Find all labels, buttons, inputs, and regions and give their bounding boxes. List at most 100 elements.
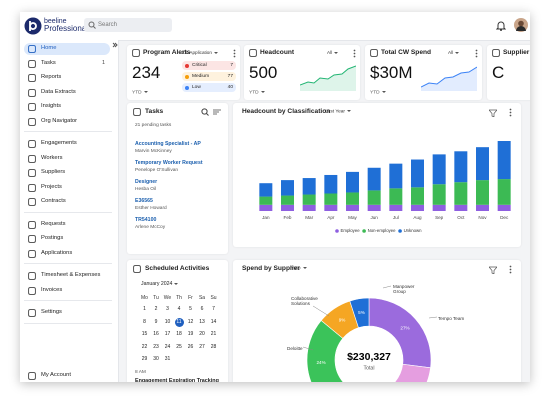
calendar-panel: Scheduled Activities January 2024 Mo Tu We Th… (127, 260, 228, 382)
calendar-day[interactable]: 9 (154, 318, 158, 325)
nav-item[interactable]: Suppliers (24, 167, 110, 179)
icon-shape (133, 108, 141, 116)
search-button[interactable] (201, 108, 209, 116)
calendar-day[interactable]: 28 (210, 343, 217, 350)
nav-item[interactable]: Requests (24, 219, 110, 231)
task-summary: 21 pending tasks (135, 123, 172, 128)
nav-item[interactable]: Applications (24, 248, 110, 260)
search-box[interactable]: Search (84, 18, 172, 32)
kpi-period[interactable]: YTD (370, 90, 386, 96)
icon-shape (28, 45, 36, 53)
collapse-button[interactable] (112, 42, 118, 48)
icon-shape (28, 169, 36, 177)
bar-segment (302, 194, 316, 205)
filter-button[interactable] (489, 109, 497, 117)
nav-item[interactable]: Settings (24, 307, 110, 319)
calendar-day[interactable]: 19 (187, 331, 194, 337)
nav-item[interactable]: Reports (24, 72, 110, 84)
calendar-day[interactable]: 25 (176, 343, 182, 350)
app: beeline Professional Search Home Tasks 1 Re… (20, 12, 530, 382)
calendar-day[interactable]: 5 (189, 306, 192, 312)
calendar-day[interactable]: 17 (164, 331, 171, 337)
calendar-day[interactable]: 11 (176, 318, 182, 325)
calendar-day[interactable]: 8 (143, 318, 146, 325)
nav-item[interactable]: Tasks 1 (24, 58, 110, 70)
task-link[interactable]: Designer (135, 179, 158, 185)
card-filter[interactable]: All (327, 50, 338, 56)
avatar[interactable] (514, 18, 528, 32)
nav-item[interactable]: Home (24, 43, 110, 55)
kpi-period[interactable]: YTD (132, 90, 148, 96)
calendar-day[interactable]: 26 (187, 343, 194, 350)
nav-item[interactable]: Invoices (24, 285, 110, 297)
calendar-day[interactable]: 1 (143, 306, 146, 312)
kpi-card: Program Alerts Job Application 234 YTD Criti… (127, 45, 240, 100)
weekday: Mo (141, 295, 148, 301)
nav-item[interactable]: Workers (24, 153, 110, 165)
notifications[interactable] (496, 20, 506, 31)
x-tick-label: Feb (284, 215, 292, 220)
calendar-day[interactable]: 22 (141, 343, 148, 350)
calendar-day[interactable]: 4 (177, 306, 181, 312)
calendar-day[interactable]: 12 (187, 318, 194, 325)
chart-filter[interactable]: Last Year (325, 109, 351, 115)
calendar-day[interactable]: 20 (199, 331, 205, 337)
more-menu[interactable] (475, 49, 478, 58)
calendar-day[interactable]: 10 (164, 318, 171, 325)
more-menu[interactable] (233, 49, 236, 58)
calendar-day[interactable]: 7 (212, 306, 215, 312)
card-filter[interactable]: Job Application (181, 50, 218, 56)
card-filter[interactable]: All (448, 50, 459, 56)
calendar-day[interactable]: 14 (210, 318, 217, 325)
nav-item[interactable]: Org Navigator (24, 116, 110, 128)
filter-button[interactable] (489, 266, 497, 274)
logo-mark (24, 17, 42, 35)
task-link[interactable]: E36565 (135, 198, 153, 204)
task-link[interactable]: TR54100 (135, 217, 157, 223)
legend-label: Employee (341, 228, 361, 233)
calendar-day[interactable]: 2 (154, 306, 158, 312)
calendar-day[interactable]: 30 (153, 356, 159, 362)
calendar-day[interactable]: 16 (153, 331, 159, 337)
chart-filter[interactable]: YTD (291, 266, 307, 272)
calendar-day[interactable]: 21 (210, 331, 217, 337)
dot (509, 108, 512, 111)
nav-item[interactable]: Data Extracts (24, 87, 110, 99)
nav-item[interactable]: Engagements (24, 138, 110, 150)
calendar-day[interactable]: 29 (141, 356, 148, 362)
more-menu[interactable] (353, 49, 356, 58)
nav-item[interactable]: Insights (24, 101, 110, 113)
leader-line (302, 346, 314, 351)
kpi-value: C (492, 63, 505, 82)
nav-item[interactable]: Contracts (24, 196, 110, 208)
calendar-day[interactable]: 23 (153, 343, 159, 350)
calendar-day[interactable]: 3 (166, 306, 169, 312)
calendar-day[interactable]: 6 (200, 306, 204, 312)
x-tick-label: Sep (435, 215, 444, 220)
more-menu[interactable] (509, 265, 512, 274)
nav-label: Postings (41, 235, 64, 241)
calendar-day[interactable]: 31 (164, 356, 171, 362)
calendar-day[interactable]: 24 (164, 343, 171, 350)
filter-button[interactable] (213, 108, 221, 116)
nav-item[interactable]: My Account (24, 370, 110, 382)
icon-shape (370, 49, 378, 57)
nav-item[interactable]: Projects (24, 182, 110, 194)
nav-item[interactable]: Timesheet & Expenses (24, 270, 110, 282)
calendar-month[interactable]: January 2024 (141, 281, 178, 287)
nav-item[interactable]: Postings (24, 233, 110, 245)
icon (370, 49, 378, 57)
icon-shape (28, 235, 36, 243)
calendar-day[interactable]: 18 (176, 331, 182, 337)
calendar-day[interactable]: 27 (199, 343, 205, 350)
calendar-day[interactable]: 13 (199, 318, 205, 325)
icon-shape (28, 117, 36, 126)
kpi-value: 234 (132, 63, 161, 82)
kpi-period[interactable]: YTD (249, 90, 265, 96)
calendar-day[interactable]: 15 (141, 331, 148, 337)
icon-shape (132, 49, 140, 57)
nav-label: Engagements (41, 140, 77, 146)
more-menu[interactable] (509, 108, 512, 117)
task-link[interactable]: Temporary Worker Request (135, 160, 203, 166)
task-link[interactable]: Accounting Specialist - AP (135, 141, 201, 147)
